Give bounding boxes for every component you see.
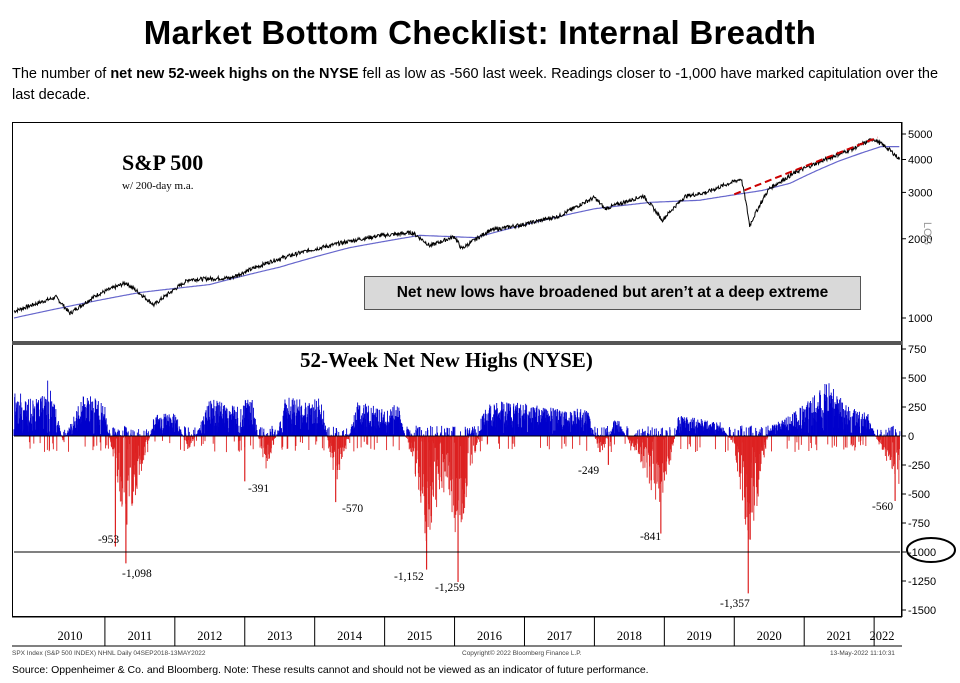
nnh-y-tick-label: -1000 (908, 547, 936, 559)
annotation-label: -841 (640, 531, 661, 543)
footer-mid: Copyright© 2022 Bloomberg Finance L.P. (462, 650, 582, 657)
nnh-y-tick-label: -250 (908, 460, 930, 472)
subtitle-bold: net new 52-week highs on the NYSE (110, 66, 359, 82)
annotation-label: -570 (342, 503, 363, 515)
x-year-label: 2019 (687, 629, 712, 643)
annotation-label: -1,357 (720, 598, 750, 610)
x-year-label: 2021 (827, 629, 852, 643)
x-year-label: 2011 (128, 629, 153, 643)
spx-y-tick-label: 1000 (908, 313, 932, 325)
annotation-label: -249 (578, 465, 599, 477)
x-year-label: 2016 (477, 629, 502, 643)
log-axis-label: LOG (921, 222, 933, 245)
spx-trend-line (733, 136, 878, 196)
annotation-label: -1,152 (394, 571, 424, 583)
x-year-label: 2010 (57, 629, 82, 643)
panel-separator (12, 341, 902, 345)
annotation-label: -560 (872, 501, 893, 513)
nnh-y-tick-label: -1250 (908, 576, 936, 588)
spx-y-tick-label: 3000 (908, 187, 932, 199)
source-note: Source: Oppenheimer & Co. and Bloomberg.… (12, 664, 649, 676)
annotation-label: -391 (248, 483, 269, 495)
x-year-label: 2012 (197, 629, 222, 643)
x-year-label: 2014 (337, 629, 363, 643)
nnh-y-tick-label: 0 (908, 431, 914, 443)
footer-right: 13-May-2022 11:10:31 (830, 650, 895, 657)
axis-layer: 5000 4000 3000 2000 1000 LOG 750 500 250 0 -250 -50… (12, 122, 956, 647)
nnh-y-tick-label: 750 (908, 344, 926, 356)
annotation-label: -953 (98, 534, 119, 546)
spx-y-tick-label: 5000 (908, 129, 932, 141)
subtitle-part1: The number of (12, 66, 111, 82)
nnh-y-tick-label: -750 (908, 518, 930, 530)
x-year-label: 2015 (407, 629, 432, 643)
nnh-y-tick-label: 250 (908, 402, 926, 414)
x-year-label: 2020 (757, 629, 782, 643)
nnh-y-tick-label: 500 (908, 373, 926, 385)
callout-box: Net new lows have broadened but aren’t a… (364, 276, 861, 310)
footer-left: SPX Index (S&P 500 INDEX) NHNL Daily 04S… (12, 650, 206, 657)
x-year-label: 2018 (617, 629, 642, 643)
spx-price-line (13, 138, 901, 316)
x-year-label: 2017 (547, 629, 572, 643)
nnh-y-tick-label: -500 (908, 489, 930, 501)
subtitle-part2: fell as low as -560 last week. Readings … (12, 66, 939, 103)
x-year-label: 2013 (267, 629, 292, 643)
spx-y-tick-label: 4000 (908, 155, 932, 167)
spx-y-tick-label: 2000 (908, 234, 932, 246)
chart-title: Market Bottom Checklist: Internal Breadt… (143, 14, 817, 51)
highlight-ellipse (906, 537, 956, 563)
annotation-label: -1,259 (435, 582, 465, 594)
x-year-label: 2022 (870, 629, 895, 643)
nnh-panel-title: 52-Week Net New Highs (NYSE) (300, 348, 593, 372)
nnh-layer: -953 -1,098 -391 -570 -1,152 -1,259 -249 -841 -1… (13, 380, 901, 610)
annotation-label: -1,098 (122, 568, 152, 580)
spx-panel-subtitle: w/ 200-day m.a. (122, 180, 194, 192)
spx-ma-line (13, 146, 900, 319)
spx-layer (13, 136, 901, 319)
spx-panel-title: S&P 500 (122, 150, 204, 175)
chart-subtitle: The number of net new 52-week highs on t… (12, 64, 948, 106)
nnh-y-tick-label: -1500 (908, 605, 936, 617)
